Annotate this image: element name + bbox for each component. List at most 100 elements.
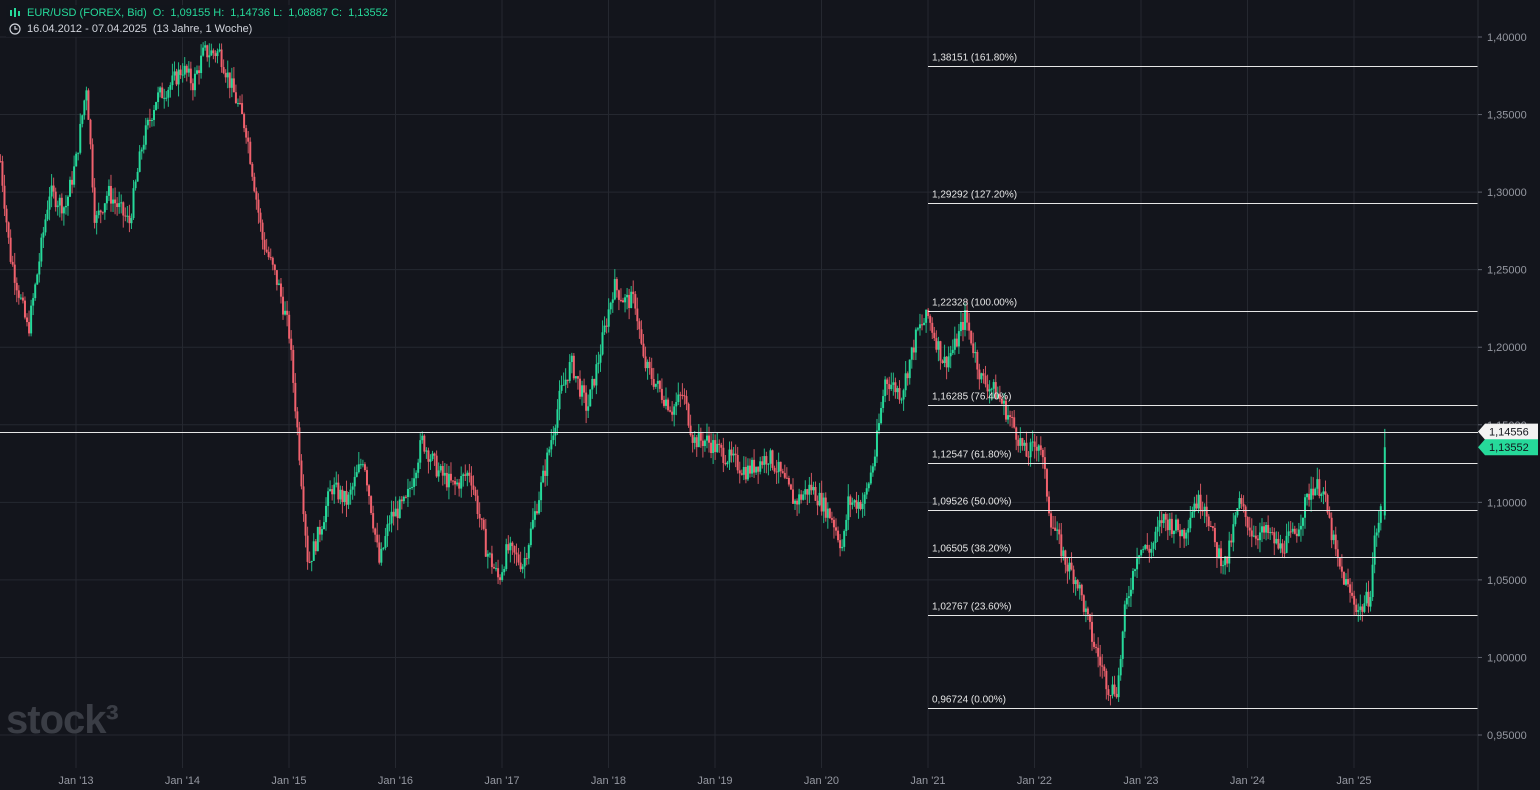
candle-body: [99, 210, 102, 213]
candle-body: [531, 519, 534, 529]
candle-body: [933, 332, 936, 339]
candle-body: [673, 406, 676, 415]
candle-body: [140, 149, 143, 152]
candle-body: [1029, 442, 1032, 458]
candle-body: [968, 322, 971, 331]
candle-body: [376, 534, 379, 543]
candle-body: [480, 518, 483, 520]
candle-body: [447, 473, 450, 488]
fib-level-label: 1,22328 (100.00%): [932, 298, 1017, 309]
candle-body: [284, 310, 287, 315]
candle-body: [1045, 469, 1048, 497]
candle-body: [751, 459, 754, 474]
candle-body: [1129, 589, 1132, 597]
candle-body: [546, 452, 549, 476]
candle-body: [325, 505, 328, 523]
candle-body: [1002, 400, 1005, 404]
candle-body: [1328, 512, 1331, 518]
candle-body: [474, 489, 477, 496]
candle-body: [1127, 596, 1130, 599]
candle-body: [1078, 584, 1081, 589]
y-tick-label: 1,25000: [1487, 265, 1527, 277]
candle-body: [527, 545, 530, 559]
candle-body: [314, 541, 317, 552]
candle-body: [234, 92, 237, 104]
candle-body: [937, 341, 940, 350]
candle-body: [1189, 517, 1192, 529]
candle-body: [1066, 564, 1069, 572]
y-tick-label: 1,00000: [1487, 652, 1527, 664]
candle-body: [56, 205, 59, 208]
candle-body: [957, 331, 960, 347]
candle-body: [1125, 598, 1128, 605]
candle-body: [1340, 566, 1343, 572]
candle-body: [566, 379, 569, 381]
candle-body: [1156, 526, 1159, 532]
fib-level-label: 1,12547 (61.80%): [932, 450, 1012, 461]
candle-body: [558, 390, 561, 410]
candle-body: [1144, 544, 1147, 549]
time-axis[interactable]: Jan '13 Jan '14 Jan '15 Jan '16 Jan '17 Jan '…: [58, 775, 1371, 787]
candle-body: [175, 71, 178, 85]
candle-body: [155, 102, 158, 111]
candle-body: [273, 264, 276, 271]
candle-body: [42, 232, 45, 238]
candle-body: [908, 359, 911, 379]
candle-body: [642, 343, 645, 357]
candle-body: [773, 467, 776, 472]
candle-body: [161, 87, 164, 99]
y-tick-label: 1,30000: [1487, 187, 1527, 199]
candlestick-icon[interactable]: [9, 7, 21, 19]
y-tick-label: 1,20000: [1487, 342, 1527, 354]
price-axis[interactable]: 0,950001,000001,050001,100001,150001,200…: [1477, 0, 1527, 790]
candle-body: [540, 482, 543, 501]
candle-body: [1342, 571, 1345, 585]
candle-body: [935, 338, 938, 350]
candle-body: [466, 472, 469, 476]
candle-body: [263, 239, 266, 250]
candle-body: [986, 384, 989, 392]
fib-level-label: 1,29292 (127.20%): [932, 190, 1017, 201]
fibonacci-levels[interactable]: 1,38151 (161.80%) 1,29292 (127.20%) 1,2232…: [928, 53, 1478, 709]
candle-body: [992, 382, 995, 389]
candle-body: [697, 432, 700, 448]
candle-body: [1265, 525, 1268, 533]
candle-body: [1017, 439, 1020, 446]
candle-body: [722, 447, 725, 463]
candle-body: [988, 389, 991, 392]
candle-body: [1158, 520, 1161, 527]
candle-body: [331, 489, 334, 495]
candle-body: [394, 508, 397, 517]
candle-body: [1363, 603, 1366, 612]
candle-body: [372, 513, 375, 529]
candle-body: [1160, 520, 1163, 524]
candle-body: [1033, 441, 1036, 447]
candle-body: [83, 100, 86, 116]
candle-body: [556, 409, 559, 428]
candle-body: [404, 496, 407, 498]
date-range[interactable]: 16.04.2012 - 07.04.2025: [27, 23, 147, 35]
candle-body: [1019, 438, 1022, 446]
x-tick-label: Jan '25: [1336, 775, 1371, 787]
candle-body: [1058, 529, 1061, 535]
candle-body: [97, 210, 100, 216]
candle-body: [58, 197, 61, 206]
candle-body: [368, 485, 371, 497]
candle-body: [1052, 527, 1055, 529]
symbol-name[interactable]: EUR/USD (FOREX, Bid): [27, 7, 147, 19]
candle-body: [849, 496, 852, 505]
candle-body: [1193, 503, 1196, 512]
candle-body: [239, 103, 242, 105]
candle-body: [32, 298, 35, 306]
candle-body: [1289, 531, 1292, 533]
candle-body: [114, 199, 117, 204]
candle-body: [806, 489, 809, 495]
candle-body: [626, 294, 629, 298]
candle-body: [1320, 494, 1323, 496]
candle-body: [1, 161, 4, 186]
candle-body: [30, 305, 33, 334]
candle-body: [1373, 535, 1376, 565]
candle-body: [316, 526, 319, 552]
candle-body: [290, 338, 293, 350]
